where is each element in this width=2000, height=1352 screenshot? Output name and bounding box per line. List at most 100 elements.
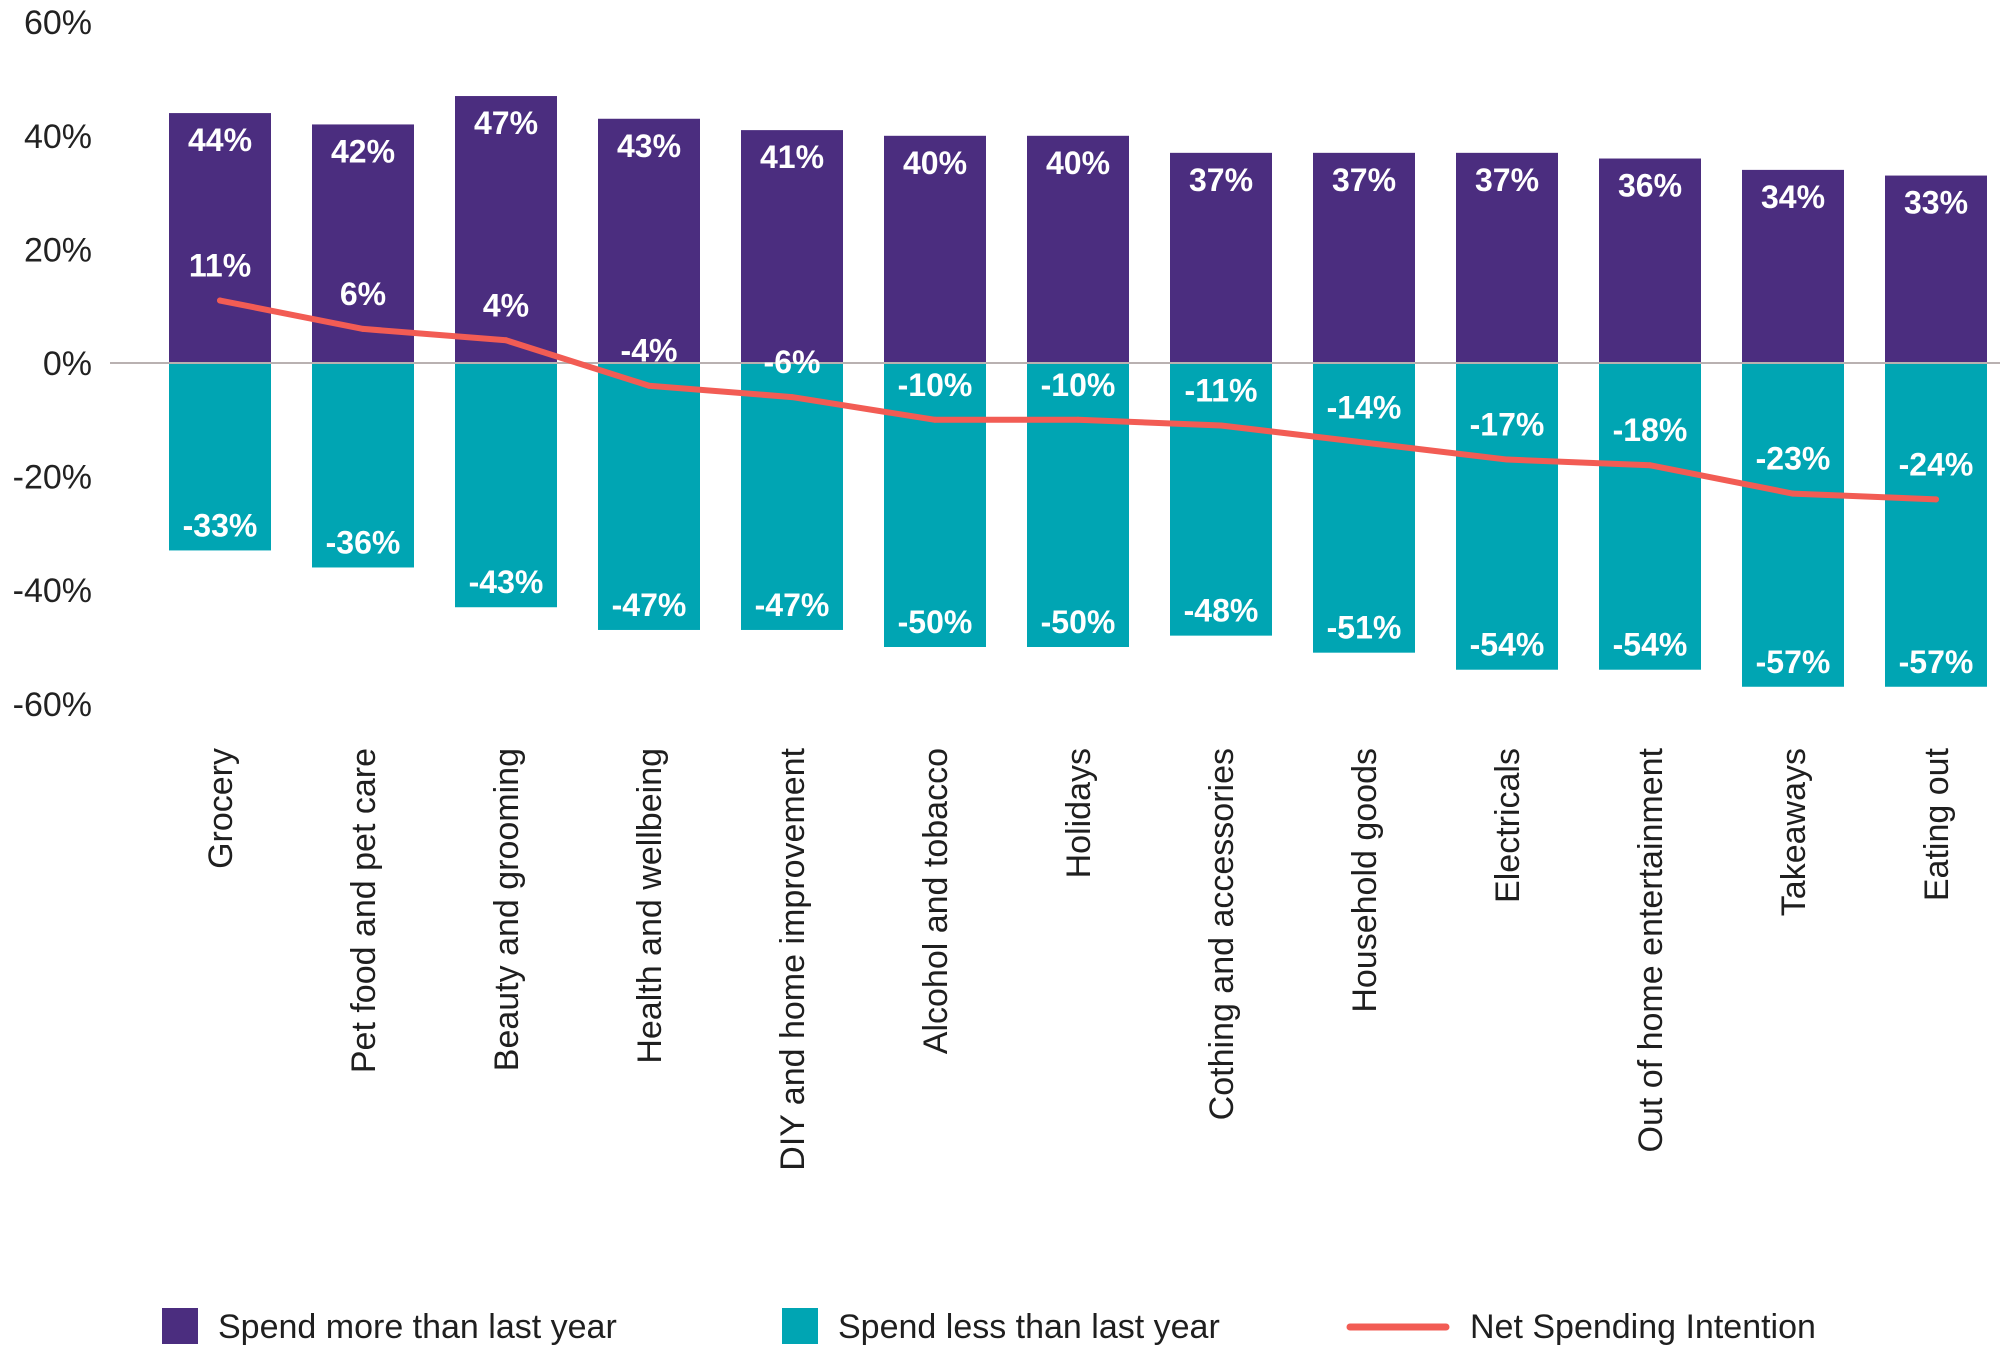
y-tick-label: 0% — [43, 345, 92, 383]
y-tick-label: 20% — [24, 231, 92, 269]
label-net-spending: -10% — [898, 367, 973, 403]
label-spend-less: -48% — [1184, 593, 1259, 629]
category-label: Eating out — [1918, 747, 1956, 901]
label-spend-less: -47% — [612, 587, 687, 623]
label-spend-more: 47% — [474, 105, 538, 141]
category-label: Alcohol and tobacco — [917, 748, 955, 1054]
label-net-spending: -23% — [1756, 441, 1831, 477]
net-spending-point — [217, 297, 223, 304]
net-spending-point — [360, 325, 366, 332]
y-tick-label: 40% — [24, 118, 92, 156]
label-spend-less: -57% — [1756, 644, 1831, 680]
bar-spend-more — [1456, 152, 1558, 363]
legend-swatch — [162, 1308, 198, 1344]
label-net-spending: -10% — [1041, 367, 1116, 403]
label-net-spending: -4% — [621, 333, 678, 369]
label-spend-more: 33% — [1904, 185, 1968, 221]
label-spend-less: -50% — [898, 604, 973, 640]
bar-spend-more — [1885, 175, 1987, 363]
label-spend-less: -54% — [1613, 627, 1688, 663]
bar-spend-less — [598, 363, 700, 630]
bar-spend-more — [1170, 152, 1272, 363]
bar-spend-less — [1313, 363, 1415, 653]
label-spend-more: 41% — [760, 139, 824, 175]
data-labels-group: 44% 11% -33% 42% 6% -36% 47% 4% -43% 43% -4% -47% 41… — [183, 105, 1974, 680]
label-spend-more: 40% — [1046, 145, 1110, 181]
label-net-spending: 11% — [189, 248, 251, 284]
bar-spend-less — [1742, 363, 1844, 687]
category-label: Pet food and pet care — [345, 748, 383, 1073]
label-spend-more: 43% — [617, 128, 681, 164]
label-spend-less: -33% — [183, 507, 258, 543]
bar-spend-less — [741, 363, 843, 630]
category-label: Takeaways — [1775, 748, 1813, 916]
bar-spend-less — [1456, 363, 1558, 670]
y-tick-label: -60% — [13, 686, 92, 724]
legend-swatch — [782, 1308, 818, 1344]
category-label: Grocery — [202, 748, 240, 869]
legend-label: Spend more than last year — [218, 1308, 617, 1346]
category-label: Beauty and grooming — [488, 748, 526, 1071]
bar-spend-more — [169, 113, 271, 363]
legend: Spend more than last year Spend less than… — [162, 1308, 1816, 1346]
label-net-spending: -11% — [1185, 372, 1258, 408]
category-label: Out of home entertainment — [1632, 747, 1670, 1152]
label-spend-less: -57% — [1899, 644, 1974, 680]
legend-item: Spend less than last year — [782, 1308, 1220, 1346]
bar-spend-less — [1599, 363, 1701, 670]
category-label: DIY and home improvement — [774, 747, 812, 1170]
bar-spend-more — [741, 130, 843, 363]
net-spending-point — [503, 337, 509, 344]
bar-spend-more — [1313, 152, 1415, 363]
bar-spend-less — [169, 363, 271, 551]
bar-spend-less — [455, 363, 557, 608]
label-net-spending: -6% — [764, 344, 821, 380]
y-tick-label: 60% — [24, 4, 92, 42]
bar-spend-less — [312, 363, 414, 568]
net-spending-point — [1790, 490, 1796, 497]
legend-item: Net Spending Intention — [1346, 1308, 1816, 1346]
bar-spend-more — [1027, 135, 1129, 363]
y-tick-label: -20% — [13, 459, 92, 497]
label-spend-more: 34% — [1761, 179, 1825, 215]
label-spend-more: 44% — [188, 122, 252, 158]
label-spend-more: 37% — [1189, 162, 1253, 198]
label-spend-less: -43% — [469, 564, 544, 600]
label-net-spending: 4% — [483, 287, 529, 323]
net-spending-point — [646, 382, 652, 389]
label-net-spending: 6% — [340, 276, 386, 312]
category-label: Household goods — [1346, 748, 1384, 1013]
bar-spend-less — [1027, 363, 1129, 647]
label-net-spending: -24% — [1899, 446, 1974, 482]
y-tick-label: -40% — [13, 572, 92, 610]
category-label: Holidays — [1060, 748, 1098, 878]
bar-spend-more — [455, 96, 557, 363]
bar-spend-more — [884, 135, 986, 363]
net-spending-point — [932, 416, 938, 423]
bar-spend-less — [1885, 363, 1987, 687]
net-spending-point — [1361, 439, 1367, 446]
net-spending-point — [1075, 416, 1081, 423]
label-spend-less: -51% — [1327, 610, 1402, 646]
category-label: Health and wellbeing — [631, 748, 669, 1064]
net-spending-point — [1218, 422, 1224, 429]
net-spending-point — [1504, 456, 1510, 463]
label-spend-less: -47% — [755, 587, 830, 623]
net-spending-point — [789, 394, 795, 401]
net-spending-point — [1933, 496, 1939, 503]
net-line-group — [217, 297, 1939, 503]
bar-spend-less — [1170, 363, 1272, 636]
bar-spend-less — [884, 363, 986, 647]
label-spend-more: 37% — [1475, 162, 1539, 198]
label-spend-more: 42% — [331, 133, 395, 169]
net-spending-point — [1647, 462, 1653, 469]
label-spend-more: 40% — [903, 145, 967, 181]
legend-label: Net Spending Intention — [1470, 1308, 1816, 1346]
label-net-spending: -18% — [1613, 412, 1688, 448]
label-net-spending: -17% — [1470, 407, 1545, 443]
category-label: Electricals — [1489, 748, 1527, 903]
label-spend-more: 36% — [1618, 168, 1682, 204]
label-net-spending: -14% — [1327, 390, 1402, 426]
bar-spend-more — [1742, 169, 1844, 363]
label-spend-more: 37% — [1332, 162, 1396, 198]
